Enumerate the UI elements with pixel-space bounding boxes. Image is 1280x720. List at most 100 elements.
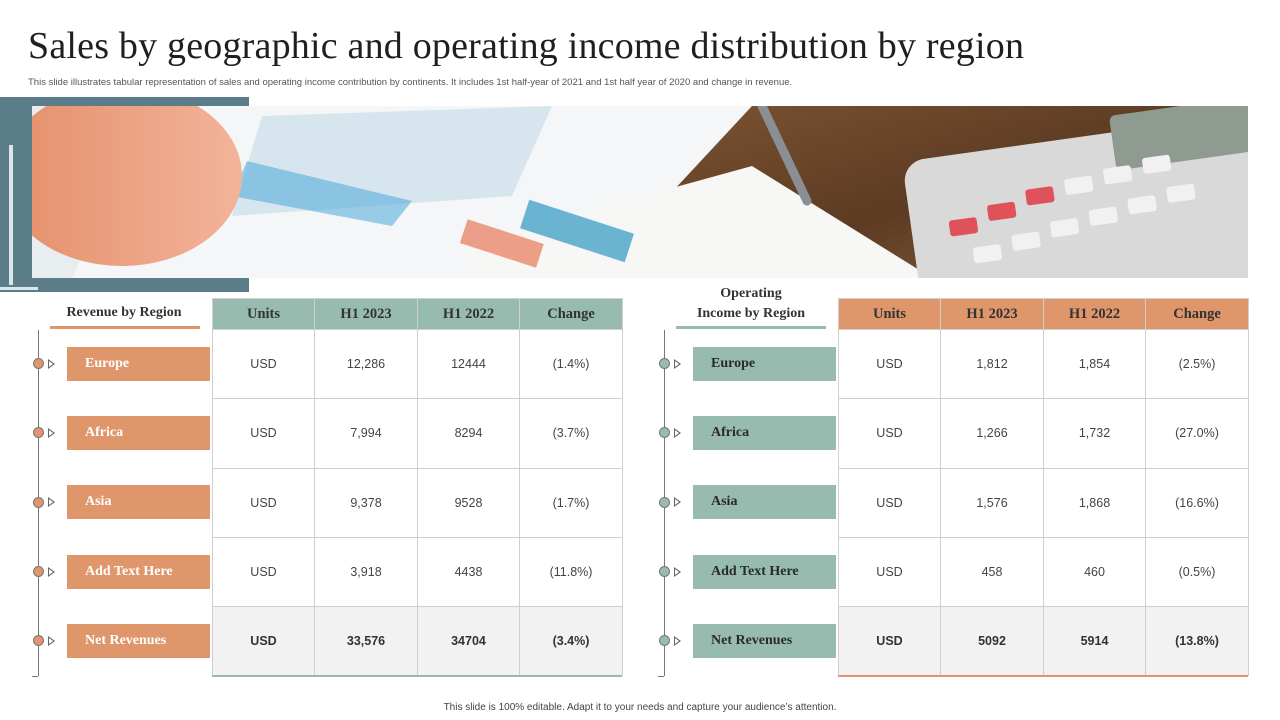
timeline-dot — [33, 566, 44, 578]
table-cell: USD — [212, 467, 315, 538]
operating-timeline-end — [658, 676, 664, 677]
timeline-dot — [33, 496, 44, 508]
operating-label-line1: Operating — [720, 286, 782, 301]
table-row: USD 1,576 1,868 (16.6%) — [838, 467, 1249, 538]
table-row: USD 7,994 8294 (3.7%) — [212, 398, 623, 469]
operating-label-underline — [676, 326, 826, 329]
table-cell: USD — [838, 328, 941, 400]
table-cell: 4438 — [417, 536, 520, 608]
timeline-dot — [659, 427, 670, 439]
revenue-label-underline — [50, 326, 200, 329]
slide-subtitle: This slide illustrates tabular represent… — [28, 77, 793, 88]
revenue-col-h1-2022: H1 2022 — [417, 298, 520, 330]
table-cell: 34704 — [417, 606, 520, 677]
region-label: Asia — [693, 485, 836, 520]
operating-label-line2: Income by Region — [696, 306, 806, 321]
region-label: Net Revenues — [693, 623, 836, 658]
table-cell: USD — [838, 398, 941, 469]
table-cell: 460 — [1043, 536, 1146, 608]
revenue-col-units: Units — [212, 298, 315, 330]
table-cell: 33,576 — [314, 606, 418, 677]
table-cell: (2.5%) — [1145, 328, 1249, 400]
table-row: USD 1,266 1,732 (27.0%) — [838, 398, 1249, 469]
timeline-dot — [33, 427, 44, 439]
operating-table: Units H1 2023 H1 2022 Change USD 1,812 1… — [838, 298, 1249, 677]
operating-table-header: Units H1 2023 H1 2022 Change — [838, 298, 1249, 330]
timeline-dot — [659, 496, 670, 508]
table-cell: 5092 — [940, 606, 1044, 677]
region-label: Europe — [693, 346, 836, 381]
region-label: Asia — [67, 485, 210, 520]
arrow-right-icon — [48, 427, 55, 438]
table-row: USD 12,286 12444 (1.4%) — [212, 328, 623, 400]
timeline-dot — [33, 358, 44, 370]
table-cell: USD — [212, 398, 315, 469]
operating-col-units: Units — [838, 298, 941, 330]
table-cell: 7,994 — [314, 398, 418, 469]
region-label: Africa — [67, 415, 210, 450]
arrow-right-icon — [674, 635, 681, 646]
arrow-right-icon — [48, 566, 55, 577]
table-cell: 1,732 — [1043, 398, 1146, 469]
region-label: Add Text Here — [67, 554, 210, 589]
table-cell: (3.4%) — [519, 606, 623, 677]
table-cell: 12444 — [417, 328, 520, 400]
arrow-right-icon — [48, 358, 55, 369]
revenue-col-change: Change — [519, 298, 623, 330]
timeline-dot — [659, 635, 670, 647]
table-cell: (1.4%) — [519, 328, 623, 400]
table-row-total: USD 5092 5914 (13.8%) — [838, 606, 1249, 677]
table-row: USD 9,378 9528 (1.7%) — [212, 467, 623, 538]
table-cell: 1,266 — [940, 398, 1044, 469]
arrow-right-icon — [674, 358, 681, 369]
table-cell: (0.5%) — [1145, 536, 1249, 608]
region-label: Africa — [693, 415, 836, 450]
arrow-right-icon — [674, 497, 681, 508]
table-cell: USD — [838, 467, 941, 538]
table-cell: 3,918 — [314, 536, 418, 608]
arrow-right-icon — [48, 635, 55, 646]
table-cell: 8294 — [417, 398, 520, 469]
region-label: Europe — [67, 346, 210, 381]
table-row: USD 1,812 1,854 (2.5%) — [838, 328, 1249, 400]
table-cell: 9,378 — [314, 467, 418, 538]
timeline-dot — [659, 566, 670, 578]
operating-col-h1-2022: H1 2022 — [1043, 298, 1146, 330]
banner-accent-line — [9, 145, 13, 285]
banner-photo — [32, 106, 1248, 278]
banner-accent-hline — [0, 287, 38, 290]
revenue-timeline-end — [32, 676, 38, 677]
table-cell: 5914 — [1043, 606, 1146, 677]
arrow-right-icon — [674, 566, 681, 577]
banner-photo-illustration — [32, 106, 1248, 278]
revenue-col-h1-2023: H1 2023 — [314, 298, 418, 330]
operating-table-bottom-line — [838, 675, 1248, 677]
timeline-dot — [659, 358, 670, 370]
table-cell: 1,854 — [1043, 328, 1146, 400]
table-cell: 12,286 — [314, 328, 418, 400]
arrow-right-icon — [674, 427, 681, 438]
timeline-dot — [33, 635, 44, 647]
operating-col-h1-2023: H1 2023 — [940, 298, 1044, 330]
table-cell: (11.8%) — [519, 536, 623, 608]
table-row: USD 458 460 (0.5%) — [838, 536, 1249, 608]
operating-col-change: Change — [1145, 298, 1249, 330]
table-cell: USD — [212, 606, 315, 677]
table-cell: (16.6%) — [1145, 467, 1249, 538]
revenue-table: Units H1 2023 H1 2022 Change USD 12,286 … — [212, 298, 623, 677]
arrow-right-icon — [48, 497, 55, 508]
region-label: Net Revenues — [67, 623, 210, 658]
table-cell: USD — [212, 536, 315, 608]
revenue-table-header: Units H1 2023 H1 2022 Change — [212, 298, 623, 330]
slide-title: Sales by geographic and operating income… — [28, 25, 1025, 67]
revenue-section-label: Revenue by Region — [66, 305, 182, 320]
table-cell: USD — [838, 536, 941, 608]
table-cell: 458 — [940, 536, 1044, 608]
table-cell: USD — [838, 606, 941, 677]
table-cell: (13.8%) — [1145, 606, 1249, 677]
table-cell: 1,868 — [1043, 467, 1146, 538]
table-row-total: USD 33,576 34704 (3.4%) — [212, 606, 623, 677]
table-cell: USD — [212, 328, 315, 400]
table-cell: (3.7%) — [519, 398, 623, 469]
table-cell: (1.7%) — [519, 467, 623, 538]
